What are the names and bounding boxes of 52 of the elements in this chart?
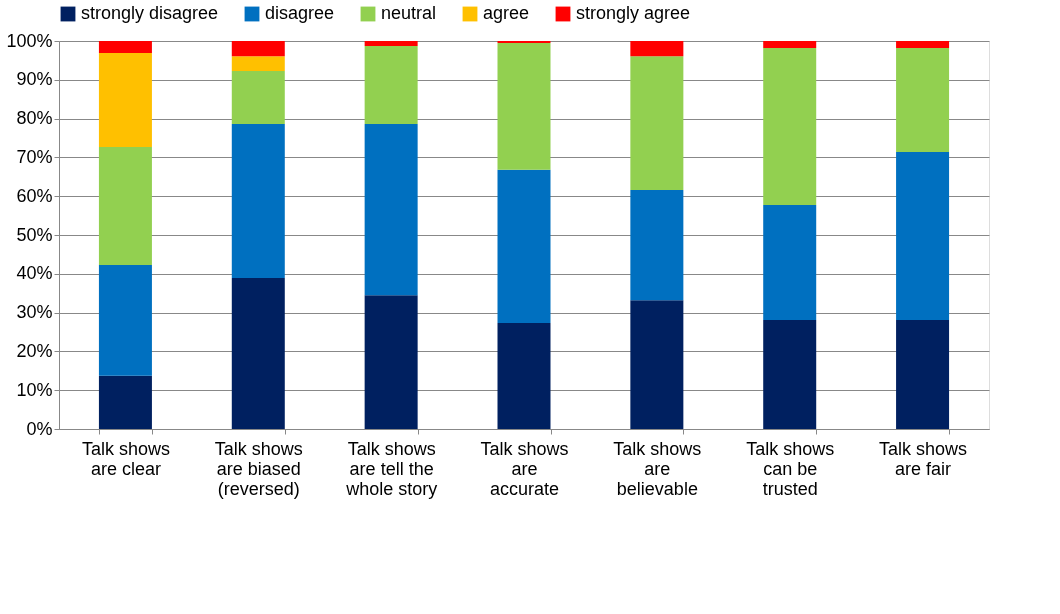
bar [497, 42, 551, 170]
bar [763, 41, 817, 48]
bar [630, 300, 684, 429]
bar [231, 56, 285, 71]
bar [896, 319, 950, 429]
bar [231, 124, 285, 279]
bar [364, 41, 418, 47]
bar [98, 41, 152, 54]
y-tick-label: 100% [6, 30, 53, 51]
bar [763, 205, 817, 320]
y-tick-label: 80% [16, 108, 53, 129]
bar [98, 264, 152, 376]
bar [231, 278, 285, 429]
bar [896, 47, 950, 152]
y-tick-label: 40% [16, 263, 53, 284]
bar [896, 151, 950, 320]
bar [630, 56, 684, 190]
x-tick-label: Talk shows are accurate [480, 438, 569, 499]
y-tick-label: 10% [16, 379, 53, 400]
legend-label: disagree [265, 3, 335, 23]
bar [763, 47, 817, 206]
y-tick-label: 50% [16, 224, 53, 245]
y-tick-label: 60% [16, 185, 53, 206]
bar [231, 41, 285, 57]
bar [630, 189, 684, 301]
x-tick-label: Talk shows are biased (reversed) [214, 438, 303, 499]
bar [364, 124, 418, 296]
y-tick-label: 30% [16, 302, 53, 323]
y-tick-label: 90% [16, 69, 53, 90]
bar [896, 41, 950, 48]
x-tick-label: Talk shows are tell the whole story [345, 438, 438, 499]
legend-label: neutral [381, 3, 437, 23]
bar [98, 53, 152, 147]
bar [98, 146, 152, 265]
bar [231, 70, 285, 125]
bar [497, 169, 551, 324]
legend-label: strongly agree [576, 3, 691, 23]
legend-label: agree [483, 3, 530, 23]
x-tick-label: Talk shows can be trusted [746, 438, 835, 499]
bar [763, 319, 817, 429]
x-tick-label: Talk shows are believable [613, 438, 702, 499]
bar [364, 295, 418, 429]
x-tick-label: Talk shows are clear [81, 438, 170, 479]
legend-label: strongly disagree [81, 3, 219, 23]
bar [630, 41, 684, 57]
y-tick-label: 70% [16, 146, 53, 167]
x-tick-label: Talk shows are fair [879, 438, 968, 479]
y-tick-label: 20% [16, 340, 53, 361]
bar [364, 46, 418, 125]
bar [497, 323, 551, 429]
bar [98, 375, 152, 429]
y-tick-label: 0% [26, 418, 53, 439]
